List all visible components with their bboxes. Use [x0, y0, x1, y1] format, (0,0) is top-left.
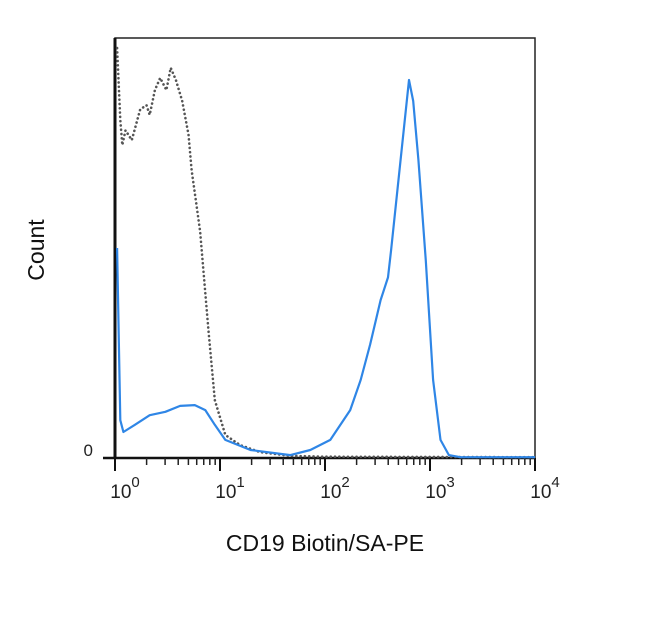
- plot-area: 100 101 102 103 104 0: [84, 37, 560, 503]
- x-tick-label: 102: [320, 474, 349, 503]
- x-tick-label: 101: [215, 474, 244, 503]
- y-axis-label: Count: [23, 219, 49, 281]
- plot-frame: [114, 37, 536, 459]
- control-histogram-line: [115, 46, 537, 459]
- stained-histogram-line: [116, 78, 535, 459]
- x-tick-label: 100: [110, 474, 139, 503]
- y-tick-label: 0: [84, 441, 93, 460]
- x-axis-label: CD19 Biotin/SA-PE: [226, 530, 424, 556]
- x-tick-label: 104: [530, 474, 559, 503]
- x-tick-label: 103: [425, 474, 454, 503]
